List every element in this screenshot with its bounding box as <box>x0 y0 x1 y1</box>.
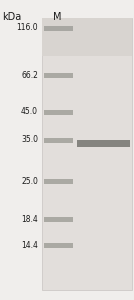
Bar <box>44 26 73 31</box>
Bar <box>44 242 73 247</box>
Bar <box>44 73 73 77</box>
Bar <box>44 110 73 115</box>
Text: 116.0: 116.0 <box>16 23 38 32</box>
Text: M: M <box>53 12 61 22</box>
Text: 14.4: 14.4 <box>21 241 38 250</box>
Bar <box>44 178 73 184</box>
Text: kDa: kDa <box>2 12 21 22</box>
Text: 35.0: 35.0 <box>21 136 38 145</box>
Text: 18.4: 18.4 <box>21 214 38 224</box>
Text: 66.2: 66.2 <box>21 70 38 80</box>
Text: 45.0: 45.0 <box>21 107 38 116</box>
Bar <box>77 140 130 146</box>
Bar <box>44 137 73 142</box>
Bar <box>42 18 132 56</box>
Bar <box>42 18 132 290</box>
Bar <box>44 217 73 221</box>
Text: 25.0: 25.0 <box>21 176 38 185</box>
